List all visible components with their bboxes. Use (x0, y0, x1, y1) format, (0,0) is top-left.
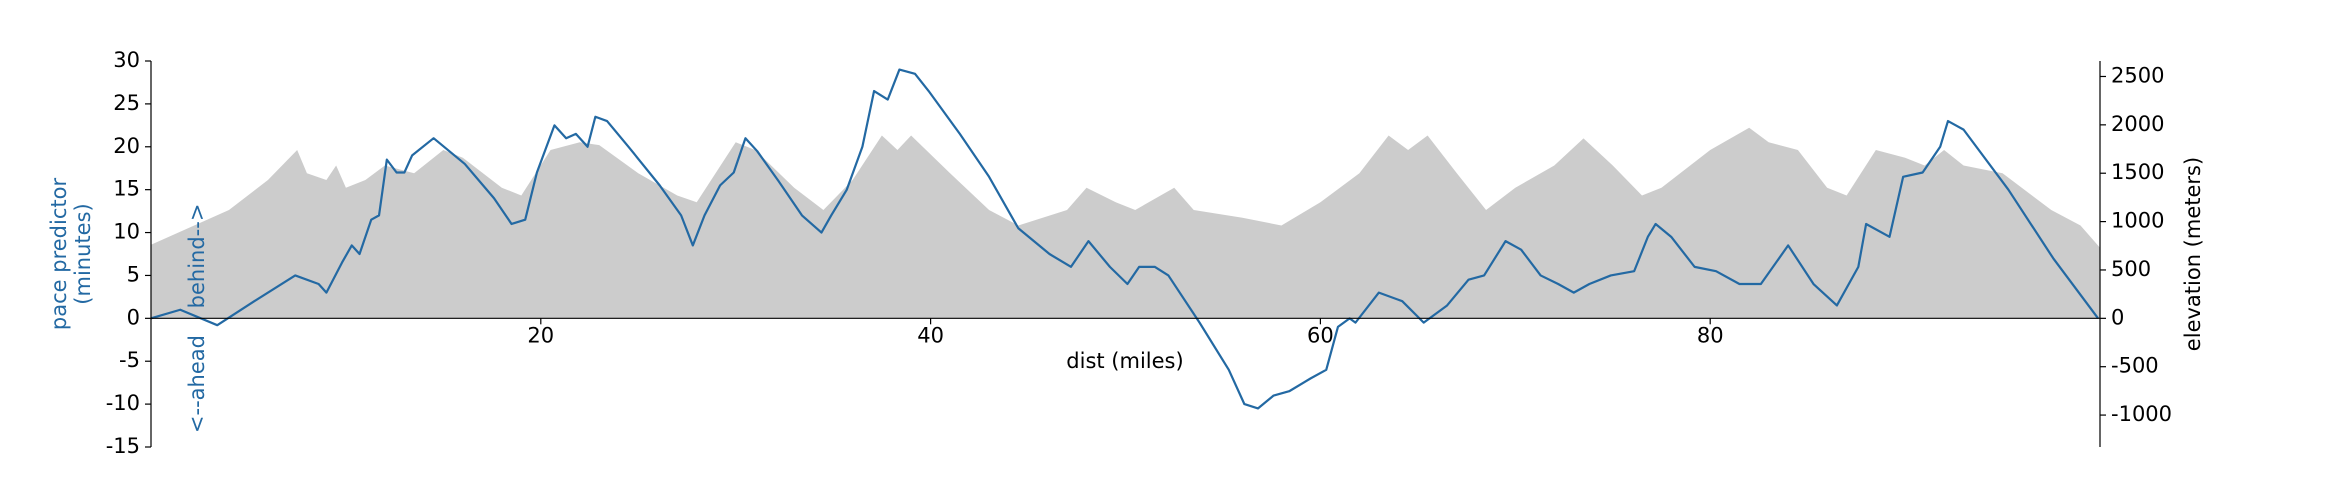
y-axis-label: pace predictor(minutes) (47, 178, 95, 331)
y-tick-label: 15 (113, 177, 140, 201)
x-tick-label: 20 (527, 323, 554, 347)
y2-tick-label: 0 (2111, 305, 2124, 329)
plot-area (150, 68, 2100, 410)
y-tick-label: -5 (119, 348, 140, 372)
y2-tick-label: 1500 (2111, 160, 2164, 184)
y-tick-label: 30 (113, 48, 140, 72)
y-tick-label: 25 (113, 91, 140, 115)
y2-tick-label: 2000 (2111, 112, 2164, 136)
x-axis-label: dist (miles) (1066, 349, 1183, 373)
pace-line (150, 68, 2099, 410)
y2-axis-label: elevation (meters) (2181, 157, 2205, 351)
y2-tick-label: 500 (2111, 257, 2151, 281)
x-tick-label: 60 (1307, 323, 1334, 347)
x-tick-label: 40 (917, 323, 944, 347)
y-tick-label: 20 (113, 134, 140, 158)
y2-tick-label: -500 (2111, 354, 2159, 378)
y2-tick-label: -1000 (2111, 402, 2172, 426)
y-tick-label: 5 (127, 262, 140, 286)
y2-tick-label: 2500 (2111, 63, 2164, 87)
elevation-area (151, 127, 2100, 319)
y2-tick-label: 1000 (2111, 209, 2164, 233)
y-tick-label: -15 (106, 434, 140, 458)
x-tick-label: 80 (1697, 323, 1724, 347)
y-tick-label: -10 (106, 391, 140, 415)
y-tick-label: 0 (127, 305, 140, 329)
y-tick-label: 10 (113, 220, 140, 244)
